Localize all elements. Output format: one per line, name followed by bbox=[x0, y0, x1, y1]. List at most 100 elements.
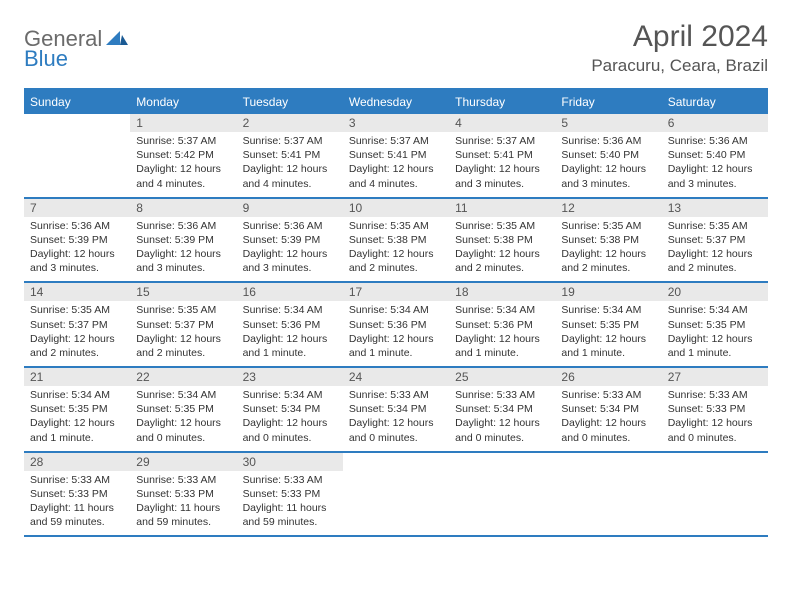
day-content: Sunrise: 5:36 AMSunset: 5:39 PMDaylight:… bbox=[130, 217, 236, 282]
day-number: 16 bbox=[237, 283, 343, 301]
day-number: 26 bbox=[555, 368, 661, 386]
day-number: 13 bbox=[662, 199, 768, 217]
weekday-header: Saturday bbox=[662, 90, 768, 114]
day-content: Sunrise: 5:33 AMSunset: 5:34 PMDaylight:… bbox=[555, 386, 661, 451]
day-content: Sunrise: 5:33 AMSunset: 5:33 PMDaylight:… bbox=[130, 471, 236, 536]
calendar-cell: 29Sunrise: 5:33 AMSunset: 5:33 PMDayligh… bbox=[130, 453, 236, 538]
calendar-cell: 22Sunrise: 5:34 AMSunset: 5:35 PMDayligh… bbox=[130, 368, 236, 453]
day-number: 10 bbox=[343, 199, 449, 217]
day-number: 24 bbox=[343, 368, 449, 386]
day-number: 6 bbox=[662, 114, 768, 132]
month-title: April 2024 bbox=[591, 20, 768, 54]
day-content: Sunrise: 5:34 AMSunset: 5:35 PMDaylight:… bbox=[24, 386, 130, 451]
day-number: 22 bbox=[130, 368, 236, 386]
calendar-cell-empty bbox=[662, 453, 768, 538]
day-content: Sunrise: 5:33 AMSunset: 5:34 PMDaylight:… bbox=[343, 386, 449, 451]
day-number: 2 bbox=[237, 114, 343, 132]
day-content: Sunrise: 5:34 AMSunset: 5:35 PMDaylight:… bbox=[555, 301, 661, 366]
header: General April 2024 Paracuru, Ceara, Braz… bbox=[24, 20, 768, 76]
calendar-cell: 28Sunrise: 5:33 AMSunset: 5:33 PMDayligh… bbox=[24, 453, 130, 538]
day-content: Sunrise: 5:36 AMSunset: 5:40 PMDaylight:… bbox=[662, 132, 768, 197]
day-content: Sunrise: 5:34 AMSunset: 5:35 PMDaylight:… bbox=[130, 386, 236, 451]
calendar-cell: 11Sunrise: 5:35 AMSunset: 5:38 PMDayligh… bbox=[449, 199, 555, 284]
day-number: 19 bbox=[555, 283, 661, 301]
day-content: Sunrise: 5:34 AMSunset: 5:35 PMDaylight:… bbox=[662, 301, 768, 366]
day-number: 5 bbox=[555, 114, 661, 132]
calendar-cell-empty bbox=[555, 453, 661, 538]
day-content: Sunrise: 5:35 AMSunset: 5:38 PMDaylight:… bbox=[343, 217, 449, 282]
calendar-cell: 12Sunrise: 5:35 AMSunset: 5:38 PMDayligh… bbox=[555, 199, 661, 284]
calendar-cell: 17Sunrise: 5:34 AMSunset: 5:36 PMDayligh… bbox=[343, 283, 449, 368]
calendar-cell: 13Sunrise: 5:35 AMSunset: 5:37 PMDayligh… bbox=[662, 199, 768, 284]
calendar-cell: 25Sunrise: 5:33 AMSunset: 5:34 PMDayligh… bbox=[449, 368, 555, 453]
day-number: 4 bbox=[449, 114, 555, 132]
day-content: Sunrise: 5:35 AMSunset: 5:37 PMDaylight:… bbox=[130, 301, 236, 366]
day-number: 8 bbox=[130, 199, 236, 217]
calendar-cell: 16Sunrise: 5:34 AMSunset: 5:36 PMDayligh… bbox=[237, 283, 343, 368]
day-number: 30 bbox=[237, 453, 343, 471]
day-number: 27 bbox=[662, 368, 768, 386]
day-number: 9 bbox=[237, 199, 343, 217]
calendar-cell-empty bbox=[24, 114, 130, 199]
weekday-header: Wednesday bbox=[343, 90, 449, 114]
calendar-cell: 5Sunrise: 5:36 AMSunset: 5:40 PMDaylight… bbox=[555, 114, 661, 199]
day-number: 20 bbox=[662, 283, 768, 301]
calendar-cell: 4Sunrise: 5:37 AMSunset: 5:41 PMDaylight… bbox=[449, 114, 555, 199]
day-number: 1 bbox=[130, 114, 236, 132]
day-content: Sunrise: 5:37 AMSunset: 5:41 PMDaylight:… bbox=[343, 132, 449, 197]
day-number: 7 bbox=[24, 199, 130, 217]
weekday-header: Thursday bbox=[449, 90, 555, 114]
title-block: April 2024 Paracuru, Ceara, Brazil bbox=[591, 20, 768, 76]
day-content: Sunrise: 5:33 AMSunset: 5:33 PMDaylight:… bbox=[662, 386, 768, 451]
day-number: 21 bbox=[24, 368, 130, 386]
calendar-cell: 24Sunrise: 5:33 AMSunset: 5:34 PMDayligh… bbox=[343, 368, 449, 453]
weekday-header: Friday bbox=[555, 90, 661, 114]
calendar-cell: 3Sunrise: 5:37 AMSunset: 5:41 PMDaylight… bbox=[343, 114, 449, 199]
calendar-cell: 9Sunrise: 5:36 AMSunset: 5:39 PMDaylight… bbox=[237, 199, 343, 284]
day-number: 28 bbox=[24, 453, 130, 471]
day-content: Sunrise: 5:33 AMSunset: 5:33 PMDaylight:… bbox=[24, 471, 130, 536]
logo-triangle-icon bbox=[106, 29, 128, 50]
location-text: Paracuru, Ceara, Brazil bbox=[591, 56, 768, 76]
day-content: Sunrise: 5:34 AMSunset: 5:36 PMDaylight:… bbox=[343, 301, 449, 366]
day-content: Sunrise: 5:34 AMSunset: 5:34 PMDaylight:… bbox=[237, 386, 343, 451]
weekday-header: Tuesday bbox=[237, 90, 343, 114]
calendar-cell: 15Sunrise: 5:35 AMSunset: 5:37 PMDayligh… bbox=[130, 283, 236, 368]
calendar-cell: 27Sunrise: 5:33 AMSunset: 5:33 PMDayligh… bbox=[662, 368, 768, 453]
calendar-cell: 10Sunrise: 5:35 AMSunset: 5:38 PMDayligh… bbox=[343, 199, 449, 284]
day-content: Sunrise: 5:35 AMSunset: 5:38 PMDaylight:… bbox=[555, 217, 661, 282]
day-number: 12 bbox=[555, 199, 661, 217]
day-number: 17 bbox=[343, 283, 449, 301]
calendar-cell: 6Sunrise: 5:36 AMSunset: 5:40 PMDaylight… bbox=[662, 114, 768, 199]
day-content: Sunrise: 5:37 AMSunset: 5:41 PMDaylight:… bbox=[449, 132, 555, 197]
day-content: Sunrise: 5:34 AMSunset: 5:36 PMDaylight:… bbox=[449, 301, 555, 366]
calendar-cell: 8Sunrise: 5:36 AMSunset: 5:39 PMDaylight… bbox=[130, 199, 236, 284]
calendar-cell-empty bbox=[449, 453, 555, 538]
day-number: 18 bbox=[449, 283, 555, 301]
calendar-cell: 7Sunrise: 5:36 AMSunset: 5:39 PMDaylight… bbox=[24, 199, 130, 284]
calendar-cell: 19Sunrise: 5:34 AMSunset: 5:35 PMDayligh… bbox=[555, 283, 661, 368]
day-content: Sunrise: 5:36 AMSunset: 5:40 PMDaylight:… bbox=[555, 132, 661, 197]
day-content: Sunrise: 5:35 AMSunset: 5:37 PMDaylight:… bbox=[24, 301, 130, 366]
calendar-cell: 30Sunrise: 5:33 AMSunset: 5:33 PMDayligh… bbox=[237, 453, 343, 538]
calendar-cell-empty bbox=[343, 453, 449, 538]
day-content: Sunrise: 5:37 AMSunset: 5:42 PMDaylight:… bbox=[130, 132, 236, 197]
day-content: Sunrise: 5:33 AMSunset: 5:33 PMDaylight:… bbox=[237, 471, 343, 536]
calendar-cell: 18Sunrise: 5:34 AMSunset: 5:36 PMDayligh… bbox=[449, 283, 555, 368]
calendar-cell: 1Sunrise: 5:37 AMSunset: 5:42 PMDaylight… bbox=[130, 114, 236, 199]
calendar-cell: 20Sunrise: 5:34 AMSunset: 5:35 PMDayligh… bbox=[662, 283, 768, 368]
day-number: 29 bbox=[130, 453, 236, 471]
day-number: 25 bbox=[449, 368, 555, 386]
day-content: Sunrise: 5:36 AMSunset: 5:39 PMDaylight:… bbox=[24, 217, 130, 282]
day-content: Sunrise: 5:37 AMSunset: 5:41 PMDaylight:… bbox=[237, 132, 343, 197]
calendar-grid: SundayMondayTuesdayWednesdayThursdayFrid… bbox=[24, 88, 768, 537]
day-number: 23 bbox=[237, 368, 343, 386]
day-content: Sunrise: 5:33 AMSunset: 5:34 PMDaylight:… bbox=[449, 386, 555, 451]
calendar-cell: 26Sunrise: 5:33 AMSunset: 5:34 PMDayligh… bbox=[555, 368, 661, 453]
calendar-cell: 23Sunrise: 5:34 AMSunset: 5:34 PMDayligh… bbox=[237, 368, 343, 453]
logo-text-blue: Blue bbox=[24, 46, 68, 71]
day-number: 15 bbox=[130, 283, 236, 301]
weekday-header: Monday bbox=[130, 90, 236, 114]
calendar-cell: 14Sunrise: 5:35 AMSunset: 5:37 PMDayligh… bbox=[24, 283, 130, 368]
day-content: Sunrise: 5:35 AMSunset: 5:38 PMDaylight:… bbox=[449, 217, 555, 282]
